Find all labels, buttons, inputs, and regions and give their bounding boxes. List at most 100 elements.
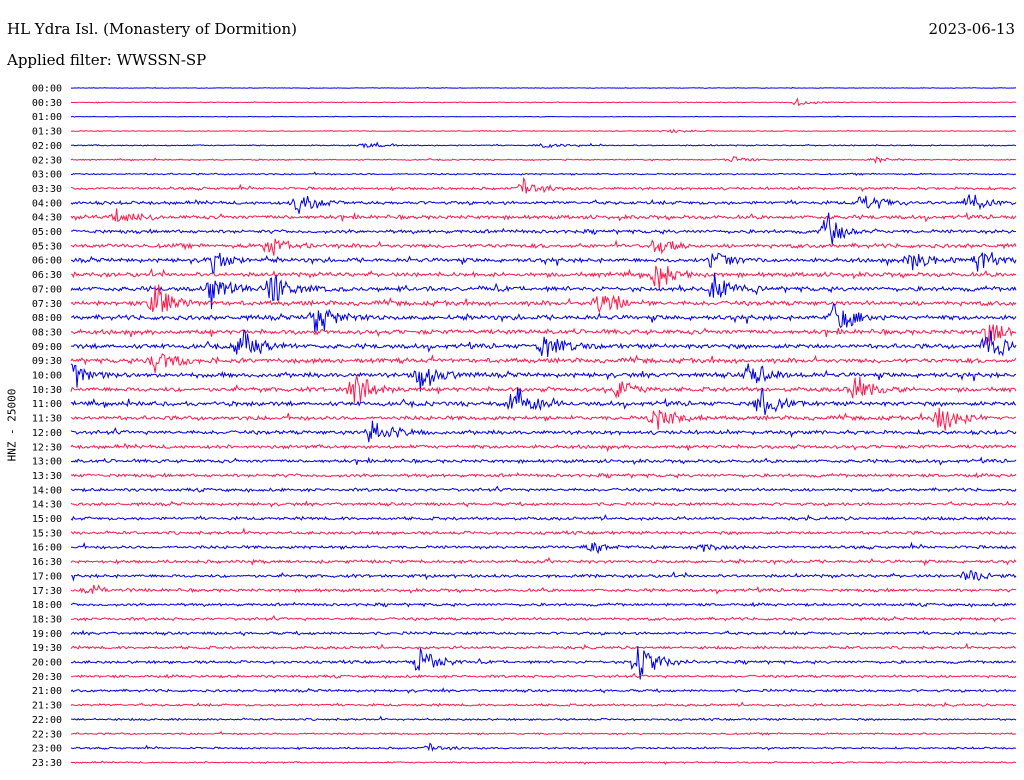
trace-line-2230 <box>70 730 1017 736</box>
y-tick-label: 14:30 <box>32 500 62 511</box>
y-tick-label: 23:00 <box>32 744 62 755</box>
trace-line-1130 <box>70 407 1017 431</box>
trace-line-2130 <box>70 701 1017 708</box>
y-tick-label: 16:30 <box>32 557 62 568</box>
trace-line-2100 <box>70 687 1017 694</box>
y-tick-label: 05:30 <box>32 241 62 252</box>
trace-line-0230 <box>70 155 1017 164</box>
y-tick-label: 01:30 <box>32 127 62 138</box>
trace-line-1200 <box>70 420 1017 443</box>
trace-line-0300 <box>70 171 1017 177</box>
y-tick-label: 05:00 <box>32 227 62 238</box>
trace-line-1000 <box>70 363 1017 392</box>
trace-line-0530 <box>70 238 1017 256</box>
trace-line-1230 <box>70 442 1017 453</box>
y-tick-label: 17:30 <box>32 586 62 597</box>
y-tick-label: 21:30 <box>32 701 62 712</box>
y-tick-label: 01:00 <box>32 112 62 123</box>
y-tick-label: 03:30 <box>32 184 62 195</box>
trace-line-2000 <box>70 646 1017 680</box>
y-tick-label: 07:00 <box>32 284 62 295</box>
station-title: HL Ydra Isl. (Monastery of Dormition) <box>7 20 297 38</box>
y-tick-label: 08:00 <box>32 313 62 324</box>
trace-line-1900 <box>70 629 1017 637</box>
y-tick-label: 03:00 <box>32 170 62 181</box>
trace-line-0000 <box>71 86 1017 90</box>
y-tick-label: 22:00 <box>32 715 62 726</box>
trace-line-1430 <box>70 500 1017 508</box>
trace-line-1100 <box>70 387 1017 416</box>
y-tick-label: 04:30 <box>32 213 62 224</box>
trace-line-2030 <box>70 672 1017 680</box>
y-tick-label: 00:30 <box>32 98 62 109</box>
y-tick-label: 02:00 <box>32 141 62 152</box>
trace-line-1600 <box>70 541 1017 555</box>
y-tick-label: 20:00 <box>32 658 62 669</box>
trace-line-0430 <box>70 208 1017 223</box>
filter-label: Applied filter: WWSSN-SP <box>7 51 207 69</box>
y-tick-label: 13:00 <box>32 457 62 468</box>
trace-line-1030 <box>70 375 1017 403</box>
y-tick-label: 04:00 <box>32 198 62 209</box>
y-tick-label: 08:30 <box>32 327 62 338</box>
trace-line-0800 <box>70 303 1017 333</box>
y-tick-label: 11:00 <box>32 399 62 410</box>
trace-line-0900 <box>71 329 1017 358</box>
y-tick-label: 06:00 <box>32 256 62 267</box>
y-tick-label: 12:00 <box>32 428 62 439</box>
trace-line-1400 <box>70 485 1017 494</box>
plot-date: 2023-06-13 <box>928 20 1015 38</box>
trace-line-1800 <box>70 601 1017 608</box>
trace-line-0100 <box>70 115 1017 118</box>
y-tick-label: 10:30 <box>32 385 62 396</box>
y-tick-label: 07:30 <box>32 299 62 310</box>
y-tick-label: 06:30 <box>32 270 62 281</box>
trace-line-0330 <box>70 176 1017 194</box>
trace-line-2330 <box>70 760 1017 765</box>
y-tick-label: 15:00 <box>32 514 62 525</box>
trace-line-0400 <box>70 194 1017 214</box>
y-tick-label: 14:00 <box>32 485 62 496</box>
y-tick-label: 22:30 <box>32 729 62 740</box>
trace-line-2200 <box>71 715 1017 722</box>
trace-line-2300 <box>70 742 1017 752</box>
trace-line-0630 <box>70 265 1017 290</box>
trace-line-1830 <box>71 615 1017 623</box>
y-tick-label: 15:30 <box>32 528 62 539</box>
y-tick-label: 18:00 <box>32 600 62 611</box>
trace-line-0930 <box>70 353 1017 373</box>
y-tick-label: 23:30 <box>32 758 62 769</box>
y-tick-label: 19:00 <box>32 629 62 640</box>
trace-line-0500 <box>70 212 1017 245</box>
y-tick-label: 12:30 <box>32 442 62 453</box>
trace-line-0130 <box>70 128 1016 134</box>
y-tick-label: 09:00 <box>32 342 62 353</box>
trace-line-1700 <box>71 570 1017 582</box>
y-tick-label: 09:30 <box>32 356 62 367</box>
y-tick-label: 13:30 <box>32 471 62 482</box>
y-tick-label: 17:00 <box>32 571 62 582</box>
trace-line-1730 <box>70 584 1017 595</box>
y-tick-label: 11:30 <box>32 414 62 425</box>
trace-line-0600 <box>70 252 1017 274</box>
trace-line-0700 <box>70 272 1017 310</box>
y-tick-label: 19:30 <box>32 643 62 654</box>
trace-line-0830 <box>70 324 1017 346</box>
trace-line-1930 <box>70 642 1017 651</box>
y-tick-label: 21:00 <box>32 686 62 697</box>
y-tick-label: 16:00 <box>32 543 62 554</box>
trace-line-1530 <box>70 527 1017 536</box>
trace-line-1500 <box>70 513 1017 522</box>
trace-line-0200 <box>70 141 1017 149</box>
trace-line-1300 <box>70 456 1017 466</box>
y-tick-label: 00:00 <box>32 84 62 95</box>
trace-line-0030 <box>70 97 1016 107</box>
trace-line-1330 <box>70 471 1017 479</box>
trace-line-0730 <box>70 284 1017 314</box>
y-tick-label: 02:30 <box>32 155 62 166</box>
y-tick-label: 18:30 <box>32 614 62 625</box>
y-tick-label: 20:30 <box>32 672 62 683</box>
trace-line-1630 <box>70 556 1017 567</box>
y-tick-label: 10:00 <box>32 371 62 382</box>
